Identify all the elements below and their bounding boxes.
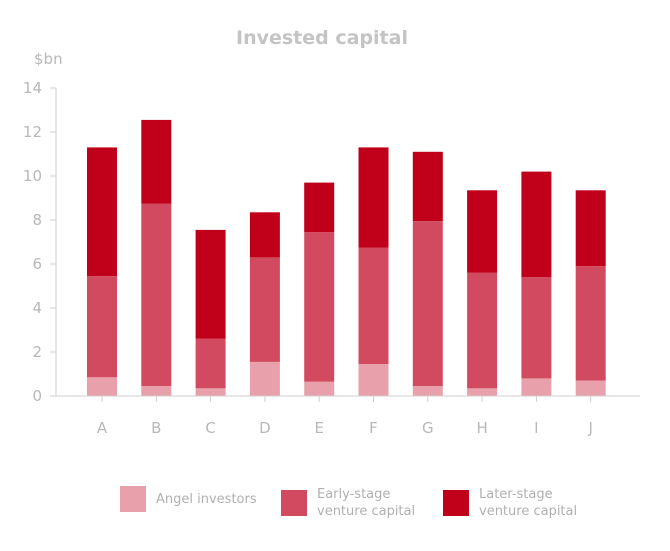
bar-segment-later-stage	[304, 182, 335, 233]
x-tick-label: F	[369, 419, 378, 437]
bar-segment-angel	[521, 378, 552, 396]
x-tick-label: H	[476, 419, 487, 437]
y-tick-label: 2	[32, 343, 42, 361]
bar-segment-early-stage	[195, 338, 226, 389]
x-tick-label: E	[314, 419, 323, 437]
bar-segment-angel	[358, 364, 389, 396]
bar-segment-later-stage	[521, 171, 552, 278]
legend-swatch	[120, 486, 146, 512]
legend-swatch	[281, 490, 307, 516]
legend-item: Early-stage venture capital	[281, 486, 415, 520]
bar-segment-early-stage	[521, 277, 552, 379]
bar-segment-early-stage	[412, 221, 443, 387]
y-tick-label: 14	[23, 79, 42, 97]
bar-segment-angel	[249, 361, 280, 396]
legend-item: Angel investors	[120, 486, 257, 512]
bar-segment-early-stage	[358, 247, 389, 365]
x-tick-label: G	[422, 419, 434, 437]
bar-segment-angel	[87, 377, 117, 396]
bar-segment-angel	[467, 388, 498, 396]
bar-segment-later-stage	[412, 151, 443, 222]
y-axis-unit-label: $bn	[34, 50, 63, 68]
legend-item: Later-stage venture capital	[443, 486, 577, 520]
bar-segment-later-stage	[141, 119, 172, 204]
y-tick-label: 0	[32, 387, 42, 405]
chart-title: Invested capital	[236, 27, 408, 49]
x-tick-label: J	[587, 419, 592, 437]
bar-segment-angel	[141, 386, 172, 396]
legend-swatch	[443, 490, 469, 516]
y-tick-label: 8	[32, 211, 42, 229]
bar-segment-later-stage	[195, 229, 226, 339]
y-tick-label: 12	[23, 123, 42, 141]
x-tick-label: D	[259, 419, 271, 437]
bar-segment-later-stage	[358, 147, 389, 248]
legend-label: Angel investors	[156, 491, 257, 507]
bars-group	[87, 119, 606, 396]
bar-segment-later-stage	[249, 212, 280, 258]
bar-segment-early-stage	[141, 203, 172, 387]
bar-segment-later-stage	[87, 147, 117, 277]
x-tick-label: B	[151, 419, 161, 437]
y-tick-label: 10	[23, 167, 42, 185]
y-tick-label: 4	[32, 299, 42, 317]
x-tick-label: I	[534, 419, 538, 437]
legend: Angel investors Early-stage venture capit…	[0, 486, 670, 536]
bar-segment-early-stage	[304, 232, 335, 382]
x-tick-label: A	[97, 419, 108, 437]
bar-segment-angel	[412, 386, 443, 396]
legend-label: Later-stage venture capital	[479, 487, 578, 519]
bar-segment-later-stage	[575, 190, 606, 267]
bar-segment-early-stage	[467, 272, 498, 389]
bar-segment-later-stage	[467, 190, 498, 273]
bar-segment-early-stage	[87, 276, 117, 378]
x-tick-label: C	[205, 419, 215, 437]
bar-segment-angel	[575, 380, 606, 396]
x-axis: A B C D E F G H I J	[56, 395, 640, 437]
bar-segment-angel	[195, 388, 226, 396]
y-tick-label: 6	[32, 255, 42, 273]
stacked-bar-chart: Invested capital $bn 0 2 4 6 8 10 12 14 A B C D E F G…	[23, 27, 640, 437]
legend-label: Early-stage venture capital	[317, 487, 416, 519]
bar-segment-early-stage	[249, 257, 280, 362]
bar-segment-angel	[304, 381, 335, 396]
y-axis: 0 2 4 6 8 10 12 14	[23, 79, 57, 405]
bar-segment-early-stage	[575, 266, 606, 381]
